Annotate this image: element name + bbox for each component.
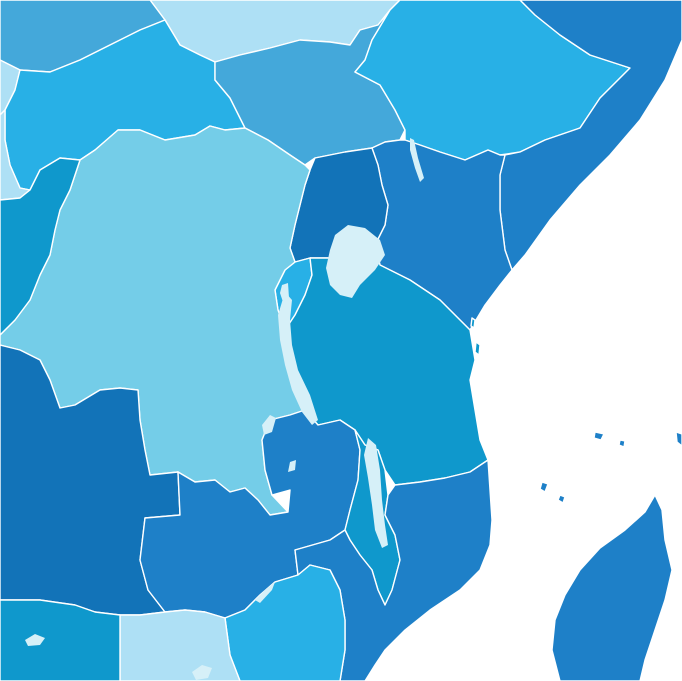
island-pemba [470,317,476,329]
lake-mweru [262,415,276,435]
lake-victoria [326,225,385,298]
island-seychelles [618,439,626,448]
lake-turkana [410,138,424,182]
lake-kariba [255,582,275,603]
lake-kivu [280,283,289,302]
island-comoros-2 [539,481,549,493]
island-aldabra [675,431,682,447]
lake-makgadikgadi [192,665,212,680]
island-zanzibar [474,341,481,356]
island-mayotte [557,494,566,504]
island-comoros [593,431,605,441]
region-republic-of-the-congo [0,157,81,336]
lake-malawi [364,438,388,548]
lake-ngami [25,634,45,646]
region-botswana [119,609,241,681]
region-madagascar [551,494,673,681]
region-namibia [0,599,121,681]
lake-tanganyika [278,292,318,425]
lake-bangweulu [288,460,296,472]
